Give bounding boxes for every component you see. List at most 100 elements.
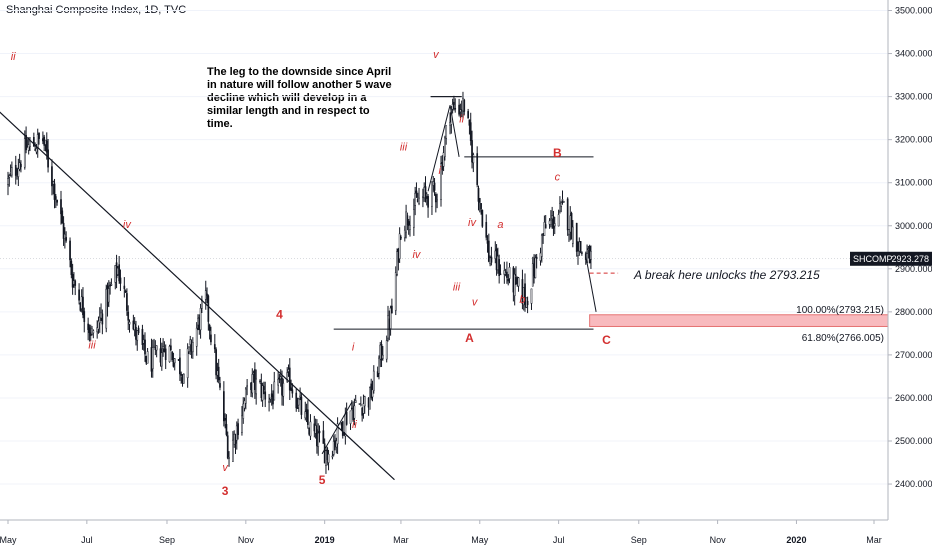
candle <box>360 396 362 407</box>
candle <box>367 397 370 416</box>
candle <box>56 199 58 206</box>
price-tag-symbol: SHCOMP <box>853 254 893 264</box>
y-tick-label: 3500.000 <box>895 6 932 16</box>
candle <box>575 222 578 257</box>
candle <box>332 435 335 457</box>
candle <box>110 278 113 287</box>
candle <box>118 256 121 284</box>
time-axis[interactable]: May Jul Sep Nov 2019 Mar May Jul Sep Nov 2020 Mar <box>0 520 882 545</box>
candle <box>259 379 261 384</box>
candle <box>135 320 137 346</box>
candle <box>38 132 40 145</box>
fibonacci-zone[interactable] <box>589 314 889 327</box>
candle <box>304 401 307 421</box>
candle <box>74 279 77 296</box>
candle <box>331 450 334 460</box>
candle <box>295 388 298 412</box>
candle <box>43 134 46 152</box>
candle <box>385 335 388 363</box>
price-axis[interactable]: 3500.000 3400.000 3300.000 3200.000 3100.000… <box>888 6 932 490</box>
candle <box>225 414 228 437</box>
candle <box>7 171 9 196</box>
candle <box>380 340 383 367</box>
wave-label: A <box>465 331 474 345</box>
candle <box>350 400 353 411</box>
candle <box>179 349 181 381</box>
wave-label: iii <box>453 281 461 293</box>
candle <box>170 338 172 351</box>
candle <box>115 254 118 289</box>
candle <box>208 323 211 340</box>
trendline[interactable] <box>0 84 395 481</box>
candle <box>409 215 411 237</box>
fib-618-label: 61.80%(2766.005) <box>802 333 884 344</box>
wave-label: iv <box>123 219 132 231</box>
candle <box>241 406 243 436</box>
candle <box>371 380 374 402</box>
candle <box>105 284 108 333</box>
candle <box>97 316 100 334</box>
candle <box>557 209 560 227</box>
candle <box>334 434 336 451</box>
candle <box>197 314 199 331</box>
candle <box>79 302 82 312</box>
y-tick-label: 2600.000 <box>895 393 932 403</box>
wave-path[interactable] <box>449 105 460 157</box>
wave-path[interactable] <box>427 105 451 192</box>
x-tick-label: May <box>471 535 489 545</box>
candle <box>444 135 446 161</box>
candle <box>250 382 252 397</box>
candle <box>213 334 216 354</box>
candle <box>561 190 564 205</box>
candle <box>8 173 11 187</box>
candle <box>101 309 104 335</box>
candle <box>587 245 590 259</box>
x-tick-label: Nov <box>710 535 727 545</box>
candle <box>497 247 499 274</box>
candle <box>109 281 111 295</box>
candle <box>480 203 482 215</box>
candle <box>27 137 30 155</box>
wave-label: 5 <box>319 473 326 487</box>
candle <box>381 345 384 361</box>
candle <box>53 178 56 209</box>
candle <box>300 393 303 420</box>
candle <box>553 216 556 235</box>
candle <box>195 322 198 356</box>
candle <box>590 245 592 269</box>
candle <box>17 158 20 187</box>
wave-label: a <box>497 219 503 231</box>
candle <box>20 160 22 173</box>
candle <box>570 211 573 240</box>
candle <box>579 241 582 254</box>
candle <box>370 378 373 401</box>
candle <box>9 164 12 177</box>
candle <box>494 241 497 264</box>
candle <box>335 437 338 454</box>
candle <box>508 262 511 284</box>
wave-path[interactable] <box>321 402 353 455</box>
wave-label: B <box>553 146 562 160</box>
wave-path[interactable] <box>585 255 597 312</box>
break-annotation: A break here unlocks the 2793.215 <box>633 268 820 282</box>
candle <box>313 415 316 438</box>
candle <box>36 128 39 158</box>
candle <box>442 145 445 172</box>
candle <box>98 307 101 333</box>
candle <box>513 268 516 306</box>
candle <box>272 390 274 410</box>
candle <box>177 359 180 362</box>
x-tick-label: May <box>0 535 17 545</box>
wave-label: C <box>602 333 611 347</box>
candle <box>142 334 145 351</box>
candle <box>14 155 17 185</box>
candle <box>588 244 591 264</box>
candle <box>539 247 542 266</box>
candle <box>181 374 184 387</box>
candle <box>123 277 126 298</box>
candle <box>290 379 292 392</box>
candle <box>445 125 448 145</box>
candle <box>80 289 83 313</box>
candle <box>235 421 238 450</box>
